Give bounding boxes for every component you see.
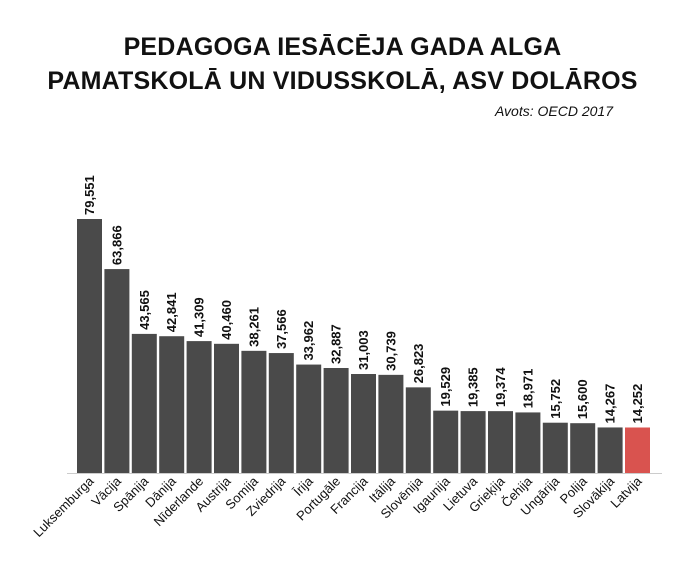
bar-1: [77, 219, 102, 473]
data-label-17: 18,971: [520, 369, 535, 409]
bar-14: [433, 410, 459, 473]
bar-3: [131, 333, 157, 473]
bar-18: [542, 422, 568, 473]
data-label-8: 37,566: [274, 309, 289, 349]
bar-17: [515, 412, 541, 473]
bar-15: [460, 411, 486, 473]
bar-21: [625, 427, 650, 473]
data-label-14: 19,529: [438, 367, 453, 407]
bar-12: [378, 374, 404, 473]
chart-title-line-1: PEDAGOGA IESĀCĒJA GADA ALGA: [123, 33, 562, 61]
bar-9: [296, 364, 322, 473]
data-label-10: 32,887: [329, 324, 344, 364]
data-label-4: 42,841: [164, 292, 179, 332]
chart-title-line-2: PAMATSKOLĀ UN VIDUSSKOLĀ, ASV DOLĀROS: [47, 67, 638, 95]
bar-5: [186, 341, 212, 473]
data-label-18: 15,752: [548, 379, 563, 419]
bar-16: [488, 411, 513, 473]
bar-10: [323, 367, 349, 473]
bar-7: [241, 350, 267, 473]
data-label-11: 31,003: [356, 330, 371, 370]
data-label-1: 79,551: [82, 175, 97, 215]
data-label-3: 43,565: [137, 290, 152, 330]
bar-2: [104, 269, 130, 473]
bar-6: [214, 343, 239, 473]
bar-20: [597, 427, 623, 473]
data-label-6: 40,460: [219, 300, 234, 340]
bar-19: [570, 423, 596, 473]
bar-11: [351, 374, 376, 473]
bar-4: [159, 336, 185, 473]
data-label-15: 19,385: [466, 367, 481, 407]
bar-13: [405, 387, 431, 473]
data-label-9: 33,962: [301, 321, 316, 361]
data-label-2: 63,866: [109, 225, 124, 265]
data-label-13: 26,823: [411, 344, 426, 384]
data-label-16: 19,374: [493, 367, 508, 408]
data-label-21: 14,252: [630, 384, 645, 424]
data-label-7: 38,261: [246, 307, 261, 347]
bar-8: [268, 353, 294, 473]
data-label-19: 15,600: [575, 379, 590, 419]
data-label-12: 30,739: [383, 331, 398, 371]
category-label-1: Luksemburga: [30, 473, 97, 540]
source-note: Avots: OECD 2017: [494, 103, 613, 119]
data-label-5: 41,309: [192, 297, 207, 337]
category-label-21: Latvija: [607, 473, 645, 511]
data-label-20: 14,267: [603, 384, 618, 424]
